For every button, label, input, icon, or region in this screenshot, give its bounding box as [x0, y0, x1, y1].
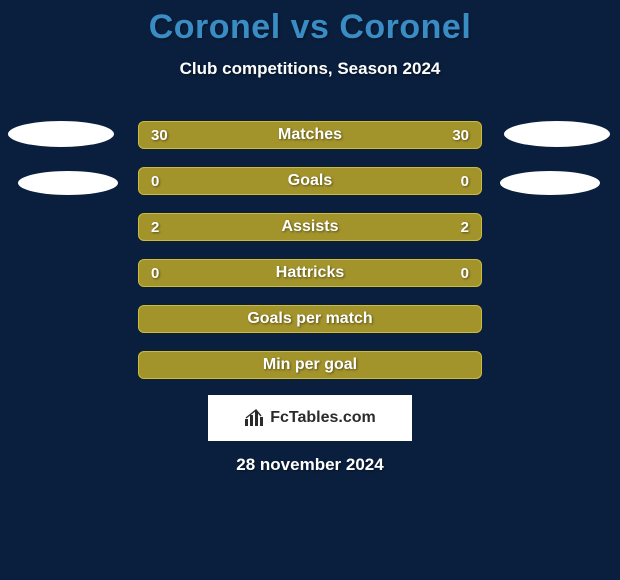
- stat-right-value: 2: [461, 219, 469, 236]
- player-avatar-left-2: [18, 171, 118, 195]
- stat-label: Hattricks: [276, 264, 344, 282]
- stat-right-value: 0: [461, 173, 469, 190]
- stat-left-value: 30: [151, 127, 168, 144]
- stat-left-value: 2: [151, 219, 159, 236]
- stat-label: Goals: [288, 172, 332, 190]
- stat-row-min-per-goal: Min per goal: [138, 351, 482, 379]
- stat-row-matches: 30 Matches 30: [138, 121, 482, 149]
- page-subtitle: Club competitions, Season 2024: [0, 59, 620, 79]
- stat-label: Min per goal: [263, 356, 357, 374]
- player-avatar-right-2: [500, 171, 600, 195]
- stat-label: Matches: [278, 126, 342, 144]
- stat-row-hattricks: 0 Hattricks 0: [138, 259, 482, 287]
- player-avatar-left-1: [8, 121, 114, 147]
- page-title: Coronel vs Coronel: [0, 8, 620, 47]
- stat-left-value: 0: [151, 265, 159, 282]
- stat-row-assists: 2 Assists 2: [138, 213, 482, 241]
- comparison-card: Coronel vs Coronel Club competitions, Se…: [0, 0, 620, 475]
- stat-row-goals-per-match: Goals per match: [138, 305, 482, 333]
- stat-left-value: 0: [151, 173, 159, 190]
- source-badge: FcTables.com: [208, 395, 412, 441]
- player-avatar-right-1: [504, 121, 610, 147]
- stat-label: Goals per match: [247, 310, 372, 328]
- date-label: 28 november 2024: [0, 455, 620, 475]
- source-badge-text: FcTables.com: [270, 409, 376, 427]
- stat-right-value: 30: [452, 127, 469, 144]
- stat-label: Assists: [282, 218, 339, 236]
- stat-row-goals: 0 Goals 0: [138, 167, 482, 195]
- bar-chart-icon: [244, 409, 264, 427]
- stats-section: 30 Matches 30 0 Goals 0 2 Assists 2 0 Ha…: [0, 121, 620, 379]
- stat-right-value: 0: [461, 265, 469, 282]
